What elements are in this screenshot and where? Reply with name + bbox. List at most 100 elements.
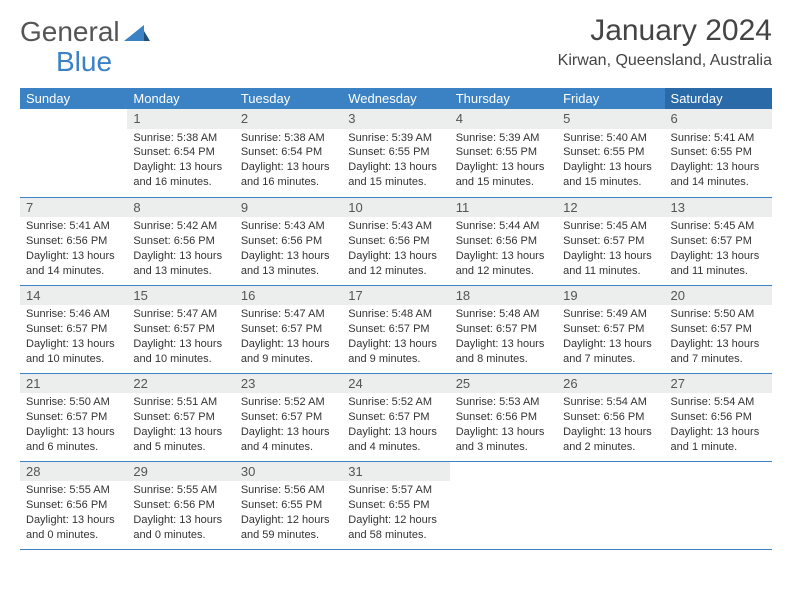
calendar-day-cell: 25Sunrise: 5:53 AMSunset: 6:56 PMDayligh… [450, 373, 557, 461]
calendar-table: Sunday Monday Tuesday Wednesday Thursday… [20, 88, 772, 550]
day-details: Sunrise: 5:38 AMSunset: 6:54 PMDaylight:… [235, 129, 342, 194]
day-details: Sunrise: 5:56 AMSunset: 6:55 PMDaylight:… [235, 481, 342, 546]
calendar-day-cell: 18Sunrise: 5:48 AMSunset: 6:57 PMDayligh… [450, 285, 557, 373]
day-details: Sunrise: 5:52 AMSunset: 6:57 PMDaylight:… [235, 393, 342, 458]
sunset-text: Sunset: 6:56 PM [671, 410, 766, 425]
sunrise-text: Sunrise: 5:38 AM [133, 131, 228, 146]
day-number: 18 [450, 286, 557, 306]
day-number: 11 [450, 198, 557, 218]
calendar-day-cell: 14Sunrise: 5:46 AMSunset: 6:57 PMDayligh… [20, 285, 127, 373]
day-number: 16 [235, 286, 342, 306]
daylight-text: Daylight: 13 hours and 16 minutes. [241, 160, 336, 190]
sunset-text: Sunset: 6:57 PM [241, 322, 336, 337]
daylight-text: Daylight: 13 hours and 10 minutes. [26, 337, 121, 367]
calendar-day-cell: 20Sunrise: 5:50 AMSunset: 6:57 PMDayligh… [665, 285, 772, 373]
day-number: 28 [20, 462, 127, 482]
day-number: 29 [127, 462, 234, 482]
day-number: 1 [127, 109, 234, 129]
daylight-text: Daylight: 13 hours and 13 minutes. [133, 249, 228, 279]
sunset-text: Sunset: 6:57 PM [563, 234, 658, 249]
sunrise-text: Sunrise: 5:54 AM [563, 395, 658, 410]
calendar-day-cell: 15Sunrise: 5:47 AMSunset: 6:57 PMDayligh… [127, 285, 234, 373]
sunrise-text: Sunrise: 5:51 AM [133, 395, 228, 410]
sunrise-text: Sunrise: 5:50 AM [26, 395, 121, 410]
calendar-day-cell: 19Sunrise: 5:49 AMSunset: 6:57 PMDayligh… [557, 285, 664, 373]
calendar-day-cell: 31Sunrise: 5:57 AMSunset: 6:55 PMDayligh… [342, 461, 449, 549]
sunset-text: Sunset: 6:55 PM [671, 145, 766, 160]
day-details: Sunrise: 5:54 AMSunset: 6:56 PMDaylight:… [557, 393, 664, 458]
calendar-day-cell [665, 461, 772, 549]
daylight-text: Daylight: 13 hours and 2 minutes. [563, 425, 658, 455]
day-details: Sunrise: 5:55 AMSunset: 6:56 PMDaylight:… [20, 481, 127, 546]
sunrise-text: Sunrise: 5:46 AM [26, 307, 121, 322]
day-number: 22 [127, 374, 234, 394]
sunrise-text: Sunrise: 5:54 AM [671, 395, 766, 410]
weekday-header: Sunday [20, 88, 127, 109]
day-details: Sunrise: 5:52 AMSunset: 6:57 PMDaylight:… [342, 393, 449, 458]
sunset-text: Sunset: 6:54 PM [241, 145, 336, 160]
sunrise-text: Sunrise: 5:50 AM [671, 307, 766, 322]
day-details: Sunrise: 5:47 AMSunset: 6:57 PMDaylight:… [235, 305, 342, 370]
calendar-day-cell [557, 461, 664, 549]
sunrise-text: Sunrise: 5:57 AM [348, 483, 443, 498]
sunset-text: Sunset: 6:56 PM [456, 234, 551, 249]
daylight-text: Daylight: 13 hours and 7 minutes. [563, 337, 658, 367]
sunrise-text: Sunrise: 5:39 AM [348, 131, 443, 146]
day-number: 9 [235, 198, 342, 218]
sunset-text: Sunset: 6:55 PM [348, 145, 443, 160]
sunset-text: Sunset: 6:57 PM [348, 322, 443, 337]
sunset-text: Sunset: 6:57 PM [671, 234, 766, 249]
calendar-day-cell: 9Sunrise: 5:43 AMSunset: 6:56 PMDaylight… [235, 197, 342, 285]
day-number: 6 [665, 109, 772, 129]
calendar-day-cell: 16Sunrise: 5:47 AMSunset: 6:57 PMDayligh… [235, 285, 342, 373]
month-title: January 2024 [558, 14, 772, 48]
day-details: Sunrise: 5:45 AMSunset: 6:57 PMDaylight:… [557, 217, 664, 282]
sunset-text: Sunset: 6:55 PM [456, 145, 551, 160]
day-number: 24 [342, 374, 449, 394]
weekday-header: Monday [127, 88, 234, 109]
calendar-body: 1Sunrise: 5:38 AMSunset: 6:54 PMDaylight… [20, 109, 772, 549]
sunrise-text: Sunrise: 5:43 AM [348, 219, 443, 234]
sunset-text: Sunset: 6:56 PM [348, 234, 443, 249]
calendar-day-cell [450, 461, 557, 549]
day-details: Sunrise: 5:46 AMSunset: 6:57 PMDaylight:… [20, 305, 127, 370]
sunset-text: Sunset: 6:57 PM [133, 322, 228, 337]
daylight-text: Daylight: 13 hours and 11 minutes. [671, 249, 766, 279]
day-number: 23 [235, 374, 342, 394]
day-number [20, 109, 127, 129]
sunset-text: Sunset: 6:56 PM [26, 234, 121, 249]
day-number: 3 [342, 109, 449, 129]
day-details: Sunrise: 5:50 AMSunset: 6:57 PMDaylight:… [20, 393, 127, 458]
day-number: 30 [235, 462, 342, 482]
calendar-day-cell: 2Sunrise: 5:38 AMSunset: 6:54 PMDaylight… [235, 109, 342, 197]
sunset-text: Sunset: 6:55 PM [241, 498, 336, 513]
day-number: 12 [557, 198, 664, 218]
calendar-week-row: 28Sunrise: 5:55 AMSunset: 6:56 PMDayligh… [20, 461, 772, 549]
sunset-text: Sunset: 6:56 PM [26, 498, 121, 513]
day-number: 19 [557, 286, 664, 306]
daylight-text: Daylight: 13 hours and 13 minutes. [241, 249, 336, 279]
day-details: Sunrise: 5:40 AMSunset: 6:55 PMDaylight:… [557, 129, 664, 194]
daylight-text: Daylight: 13 hours and 0 minutes. [133, 513, 228, 543]
sunrise-text: Sunrise: 5:45 AM [671, 219, 766, 234]
calendar-day-cell [20, 109, 127, 197]
sunrise-text: Sunrise: 5:48 AM [348, 307, 443, 322]
day-details: Sunrise: 5:50 AMSunset: 6:57 PMDaylight:… [665, 305, 772, 370]
calendar-day-cell: 4Sunrise: 5:39 AMSunset: 6:55 PMDaylight… [450, 109, 557, 197]
daylight-text: Daylight: 13 hours and 12 minutes. [348, 249, 443, 279]
sunset-text: Sunset: 6:56 PM [133, 234, 228, 249]
daylight-text: Daylight: 13 hours and 3 minutes. [456, 425, 551, 455]
calendar-day-cell: 24Sunrise: 5:52 AMSunset: 6:57 PMDayligh… [342, 373, 449, 461]
calendar-day-cell: 11Sunrise: 5:44 AMSunset: 6:56 PMDayligh… [450, 197, 557, 285]
daylight-text: Daylight: 13 hours and 14 minutes. [26, 249, 121, 279]
calendar-day-cell: 21Sunrise: 5:50 AMSunset: 6:57 PMDayligh… [20, 373, 127, 461]
brand-part1: General [20, 16, 120, 48]
daylight-text: Daylight: 13 hours and 0 minutes. [26, 513, 121, 543]
daylight-text: Daylight: 13 hours and 4 minutes. [241, 425, 336, 455]
daylight-text: Daylight: 12 hours and 58 minutes. [348, 513, 443, 543]
sunset-text: Sunset: 6:54 PM [133, 145, 228, 160]
sunrise-text: Sunrise: 5:45 AM [563, 219, 658, 234]
sunset-text: Sunset: 6:57 PM [26, 410, 121, 425]
day-number: 25 [450, 374, 557, 394]
calendar-day-cell: 12Sunrise: 5:45 AMSunset: 6:57 PMDayligh… [557, 197, 664, 285]
